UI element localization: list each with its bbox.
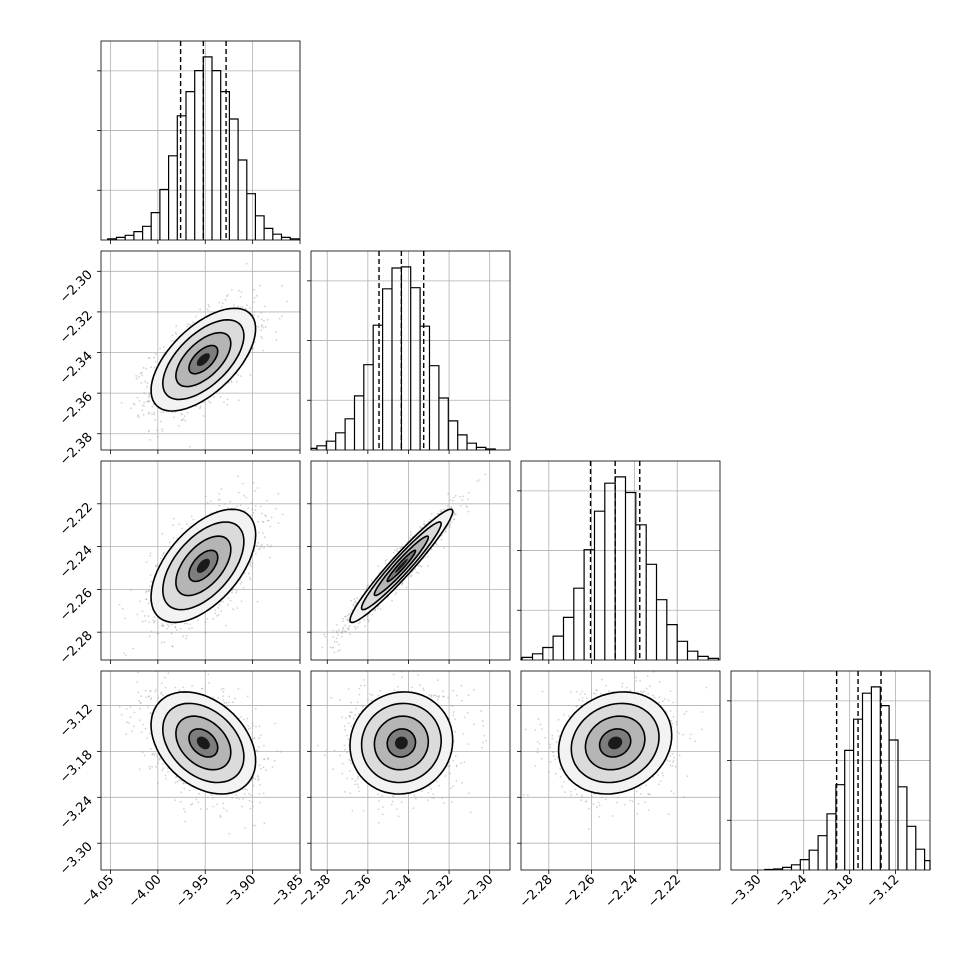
x-tick-label: −3.30 xyxy=(726,872,765,911)
y-tick-label: −2.28 xyxy=(57,628,96,667)
contour-line xyxy=(161,521,245,611)
scatter-panel-2-0 xyxy=(100,460,301,661)
scatter-panel-3-2 xyxy=(520,670,721,871)
contour-line xyxy=(360,702,443,784)
panel-frame xyxy=(310,250,511,451)
panel-frame xyxy=(100,250,301,451)
histogram-step-2 xyxy=(520,476,720,660)
x-tick-label: −2.30 xyxy=(458,872,497,911)
panel-frame xyxy=(310,460,511,661)
x-tick-label: −3.95 xyxy=(173,872,212,911)
y-tick-label: −2.30 xyxy=(57,268,96,307)
contour-line xyxy=(557,691,673,795)
contour-line xyxy=(360,521,442,611)
x-tick-label: −2.24 xyxy=(602,872,641,911)
density-peak xyxy=(394,736,408,750)
contour-line xyxy=(598,728,632,758)
contour-line xyxy=(349,691,454,795)
y-tick-label: −3.18 xyxy=(57,748,96,787)
panel-frame xyxy=(310,670,511,871)
contour-line xyxy=(188,728,219,758)
x-tick-label: −2.36 xyxy=(336,872,375,911)
histogram-step-3 xyxy=(764,686,931,871)
contour-line xyxy=(386,549,417,583)
histogram-panel-3 xyxy=(727,670,931,871)
x-tick-label: −3.24 xyxy=(772,872,811,911)
contour-line xyxy=(570,702,660,784)
scatter-panel-3-0 xyxy=(100,670,301,871)
histogram-panel-1 xyxy=(307,250,511,451)
histogram-panel-2 xyxy=(517,460,721,661)
histogram-step-1 xyxy=(310,266,496,450)
contour-line xyxy=(161,702,245,784)
density-peak xyxy=(196,558,210,573)
density-peak xyxy=(196,736,210,750)
x-tick-label: −3.90 xyxy=(221,872,260,911)
x-tick-label: −3.12 xyxy=(864,872,903,911)
x-tick-label: −4.00 xyxy=(126,872,165,911)
panel-frame xyxy=(520,460,721,661)
contour-line xyxy=(373,535,430,597)
y-tick-label: −2.34 xyxy=(57,349,96,388)
panel-frame xyxy=(100,670,301,871)
x-tick-label: −4.05 xyxy=(79,872,118,911)
contour-line xyxy=(150,307,257,412)
scatter-panel-3-1 xyxy=(310,670,511,871)
contour-line xyxy=(175,715,232,771)
panel-frame xyxy=(520,670,721,871)
y-tick-label: −2.38 xyxy=(57,430,96,469)
y-tick-label: −2.36 xyxy=(57,389,96,428)
y-tick-label: −3.12 xyxy=(57,702,96,741)
x-tick-label: −2.22 xyxy=(645,872,684,911)
contour-line xyxy=(175,535,232,597)
panel-frame xyxy=(100,460,301,661)
y-tick-label: −2.22 xyxy=(57,500,96,539)
y-tick-label: −2.32 xyxy=(57,308,96,347)
histogram-step-0 xyxy=(107,56,300,240)
x-tick-label: −2.32 xyxy=(417,872,456,911)
scatter-panel-2-1 xyxy=(310,460,511,661)
x-tick-label: −2.34 xyxy=(377,872,416,911)
contour-line xyxy=(161,318,245,401)
contour-line xyxy=(386,728,417,758)
histogram-panel-0 xyxy=(97,40,301,241)
contour-line xyxy=(175,331,232,388)
contour-line xyxy=(150,691,257,795)
y-tick-label: −3.30 xyxy=(57,839,96,878)
panel-frame xyxy=(100,40,301,241)
contour-line xyxy=(349,508,454,624)
x-tick-label: −2.28 xyxy=(517,872,556,911)
x-tick-label: −3.18 xyxy=(818,872,857,911)
density-peak xyxy=(394,558,408,573)
density-peak xyxy=(196,353,210,367)
contour-line xyxy=(373,715,430,771)
y-tick-label: −3.24 xyxy=(57,794,96,833)
contour-line xyxy=(584,715,646,771)
x-tick-label: −2.26 xyxy=(560,872,599,911)
density-peak xyxy=(608,736,623,750)
scatter-panel-1-0 xyxy=(100,250,301,451)
panel-frame xyxy=(730,670,931,871)
contour-line xyxy=(188,344,219,375)
contour-line xyxy=(150,508,257,624)
y-tick-label: −2.26 xyxy=(57,586,96,625)
contour-line xyxy=(188,549,219,583)
y-tick-label: −2.24 xyxy=(57,543,96,582)
